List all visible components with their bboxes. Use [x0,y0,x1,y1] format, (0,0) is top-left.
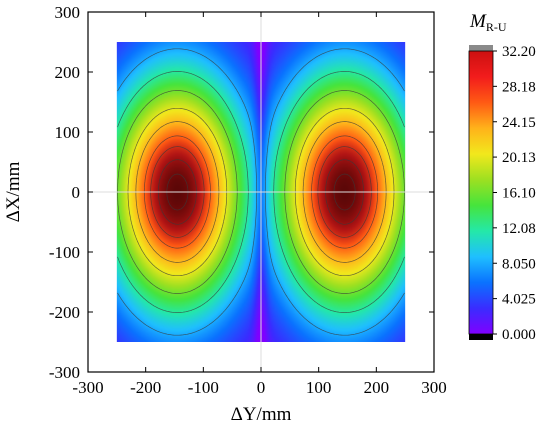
x-tick-label: 200 [364,378,390,397]
colorbar-title-main: M [469,11,487,32]
colorbar-ticks: 32.20 28.18 24.15 20.13 16.10 12.08 8.050 4.025… [493,44,536,343]
contour-line [150,146,372,238]
y-axis-ticks: 300 200 100 0 -100 -200 -300 [49,3,434,382]
colorbar: MR-U 32.20 28.18 24.15 20.13 16.10 12.08 8.050… [468,11,536,343]
y-axis-title: ΔX/mm [3,161,24,222]
contour-lines [117,48,405,336]
contour-line [117,48,405,336]
contour-line [143,135,379,249]
contour-line [117,90,405,294]
x-tick-label: -100 [188,378,219,397]
x-tick-label: 100 [306,378,332,397]
y-tick-label: -100 [49,243,80,262]
contour-line [158,159,364,225]
colorbar-tick-label: 16.10 [502,186,536,202]
colorbar-tick-label: 0.000 [502,327,536,343]
colorbar-tick-label: 24.15 [502,115,536,131]
contour-line [166,173,356,211]
contour-line [135,121,387,263]
x-tick-label: -200 [130,378,161,397]
colorbar-tick-label: 20.13 [502,150,536,166]
contour-line [127,107,395,277]
colorbar-tick-label: 32.20 [502,44,536,60]
x-tick-label: -300 [72,378,103,397]
y-tick-label: 0 [72,183,81,202]
colorbar-tick-label: 4.025 [502,292,536,308]
colorbar-gradient [468,50,494,335]
gridlines [88,12,434,372]
colorbar-tick-label: 28.18 [502,79,536,95]
x-axis-ticks: -300 -200 -100 0 100 200 300 [72,12,447,397]
colorbar-title-subscript: R-U [486,20,507,34]
y-tick-label: 200 [55,63,81,82]
colorbar-tick-label: 12.08 [502,221,536,237]
colorbar-tick-label: 8.050 [502,256,536,272]
y-tick-label: -300 [49,363,80,382]
y-tick-label: 300 [55,3,81,22]
colorbar-title: MR-U [469,11,507,34]
plot-area [88,12,434,372]
colorbar-under-swatch [469,334,493,340]
y-tick-label: -200 [49,303,80,322]
x-axis-title: ΔY/mm [231,404,292,425]
y-tick-label: 100 [55,123,81,142]
colorbar-over-swatch [469,45,493,51]
contour-line [117,71,405,313]
x-tick-label: 0 [257,378,266,397]
x-tick-label: 300 [421,378,447,397]
